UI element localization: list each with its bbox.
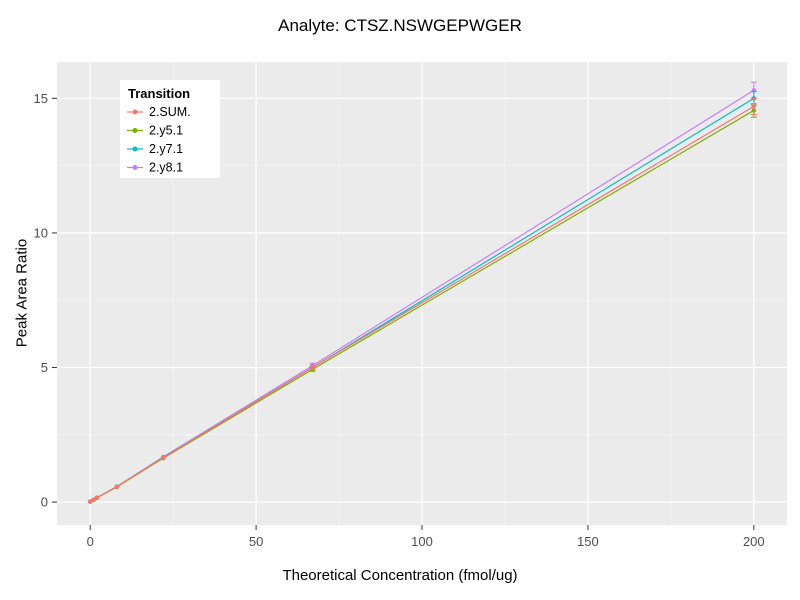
x-tick-labels: 0 50 100 150 200 bbox=[87, 534, 765, 549]
legend-key-icon bbox=[132, 165, 138, 170]
legend-item-label: 2.y5.1 bbox=[149, 124, 183, 138]
svg-text:50: 50 bbox=[249, 534, 263, 549]
legend-item-2.y7.1: 2.y7.1 bbox=[127, 142, 183, 156]
svg-text:15: 15 bbox=[34, 91, 48, 106]
svg-text:5: 5 bbox=[41, 360, 48, 375]
series-2.SUM. bbox=[87, 97, 757, 504]
y-tick-labels: 0 5 10 15 bbox=[34, 91, 48, 510]
legend-item-2.y5.1: 2.y5.1 bbox=[127, 124, 183, 138]
svg-text:0: 0 bbox=[41, 495, 48, 510]
svg-text:200: 200 bbox=[743, 534, 765, 549]
svg-text:100: 100 bbox=[411, 534, 433, 549]
legend-key-icon bbox=[132, 128, 138, 133]
legend-item-label: 2.y8.1 bbox=[149, 161, 183, 175]
legend-item-label: 2.SUM. bbox=[149, 105, 191, 119]
legend-key-icon bbox=[132, 146, 138, 152]
legend-title: Transition bbox=[128, 86, 190, 101]
axis-ticks bbox=[52, 97, 755, 530]
legend: Transition 2.SUM. 2.y5.1 2.y7.1 2.y8.1 bbox=[120, 80, 220, 178]
svg-text:10: 10 bbox=[34, 225, 48, 240]
svg-text:0: 0 bbox=[87, 534, 94, 549]
x-axis-label: Theoretical Concentration (fmol/ug) bbox=[282, 567, 518, 584]
svg-text:150: 150 bbox=[577, 534, 599, 549]
legend-item-label: 2.y7.1 bbox=[149, 142, 183, 156]
legend-item-2.y8.1: 2.y8.1 bbox=[127, 161, 183, 175]
legend-item-2.SUM.: 2.SUM. bbox=[127, 105, 191, 119]
major-gridlines bbox=[57, 62, 787, 525]
legend-key-icon bbox=[132, 109, 138, 115]
chart-title: Analyte: CTSZ.NSWGEPWGER bbox=[278, 16, 522, 35]
